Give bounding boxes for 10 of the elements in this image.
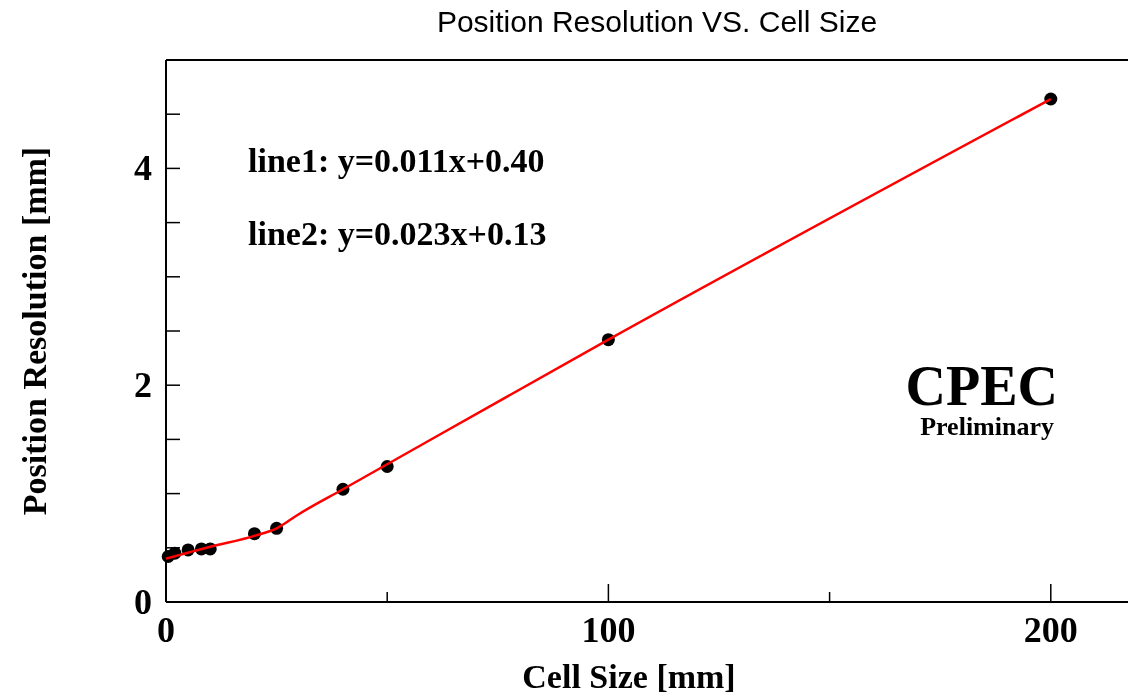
chart-title: Position Resolution VS. Cell Size <box>436 5 878 38</box>
x-tick-label: 200 <box>1023 610 1078 650</box>
y-tick-label: 0 <box>134 582 152 622</box>
y-tick-label: 2 <box>134 365 152 406</box>
x-axis-title: Cell Size [mm] <box>522 658 736 695</box>
annotation: line2: y=0.023x+0.13 <box>248 215 547 252</box>
x-tick-label: 100 <box>581 610 636 650</box>
y-axis-title: Position Resolution [mm] <box>16 146 53 516</box>
annotation: line1: y=0.011x+0.40 <box>248 142 545 179</box>
y-tick-label: 4 <box>134 148 152 189</box>
